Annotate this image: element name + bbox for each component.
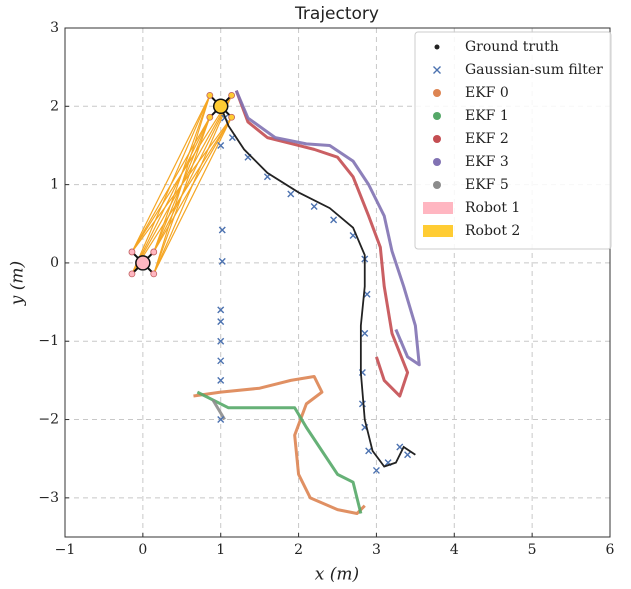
legend-label: Ground truth: [465, 39, 559, 55]
x-tick-label: 1: [216, 542, 225, 558]
x-marker: [217, 337, 225, 345]
legend-patch: [423, 202, 453, 214]
robot-rotor: [228, 91, 236, 99]
y-axis-label: y (m): [8, 261, 28, 306]
legend-label: EKF 0: [465, 85, 509, 101]
legend-marker: [433, 135, 441, 143]
estimate-trace: [193, 374, 366, 516]
estimate-trace: [234, 90, 421, 367]
plot-frame: [64, 27, 611, 538]
robot-body: [212, 98, 229, 115]
y-tick-label: 3: [50, 20, 59, 36]
legend-marker: [433, 66, 441, 74]
x-marker: [372, 466, 380, 474]
legend-label: EKF 1: [465, 108, 509, 124]
x-tick-label: 2: [294, 542, 303, 558]
x-marker: [404, 451, 412, 459]
legend-marker: [433, 89, 441, 97]
robot-body: [135, 255, 151, 271]
x-marker: [218, 226, 226, 234]
estimate-trace: [211, 399, 226, 421]
y-tick-label: −1: [38, 333, 59, 349]
ground-truth-line: [219, 105, 416, 468]
link-line: [131, 95, 211, 275]
x-marker: [287, 190, 295, 198]
x-axis-label: x (m): [315, 565, 359, 585]
y-tick-label: 1: [50, 177, 59, 193]
link-line: [131, 95, 211, 253]
x-marker: [217, 357, 225, 365]
link-line: [153, 95, 233, 275]
link-line: [131, 117, 211, 275]
y-tick-label: −3: [38, 490, 59, 506]
robot-rotor: [128, 270, 136, 278]
legend-marker: [433, 112, 441, 120]
x-tick-label: 5: [528, 542, 537, 558]
x-marker: [217, 416, 225, 424]
x-marker: [310, 203, 318, 211]
x-marker: [217, 306, 225, 314]
x-marker: [217, 376, 225, 384]
robot-rotor: [228, 113, 236, 121]
legend-label: Robot 2: [465, 223, 520, 239]
y-tick-label: 0: [50, 255, 59, 271]
legend-label: EKF 3: [465, 154, 509, 170]
y-tick-label: 2: [50, 98, 59, 114]
x-marker: [217, 141, 225, 149]
x-tick-label: 6: [606, 542, 615, 558]
robot-rotor: [206, 91, 214, 99]
legend-marker: [434, 44, 440, 50]
legend-marker: [433, 181, 441, 189]
x-marker: [217, 318, 225, 326]
x-tick-label: 4: [450, 542, 459, 558]
x-marker: [361, 329, 369, 337]
link-line: [153, 117, 211, 275]
x-tick-label: −1: [55, 542, 76, 558]
x-marker: [330, 216, 338, 224]
y-tick-label: −2: [38, 412, 59, 428]
link-line: [153, 95, 211, 275]
x-tick-label: 3: [372, 542, 381, 558]
estimate-trace: [196, 390, 363, 514]
x-marker: [218, 257, 226, 265]
x-marker: [363, 290, 371, 298]
legend-label: Robot 1: [465, 200, 520, 216]
estimate-trace: [234, 90, 410, 398]
legend-label: EKF 5: [465, 177, 509, 193]
link-line: [153, 95, 233, 253]
link-line: [153, 117, 233, 275]
legend-patch: [423, 225, 453, 237]
robot-rotor: [206, 113, 214, 121]
legend-label: Gaussian-sum filter: [465, 62, 603, 78]
legend-label: EKF 2: [465, 131, 509, 147]
legend-marker: [433, 158, 441, 166]
robot-rotor: [128, 248, 136, 256]
legend-box: [414, 31, 612, 250]
chart-title: Trajectory: [294, 4, 379, 24]
x-marker: [365, 447, 373, 455]
robot-rotor: [150, 270, 158, 278]
robot-rotor: [150, 248, 158, 256]
x-tick-label: 0: [138, 542, 147, 558]
